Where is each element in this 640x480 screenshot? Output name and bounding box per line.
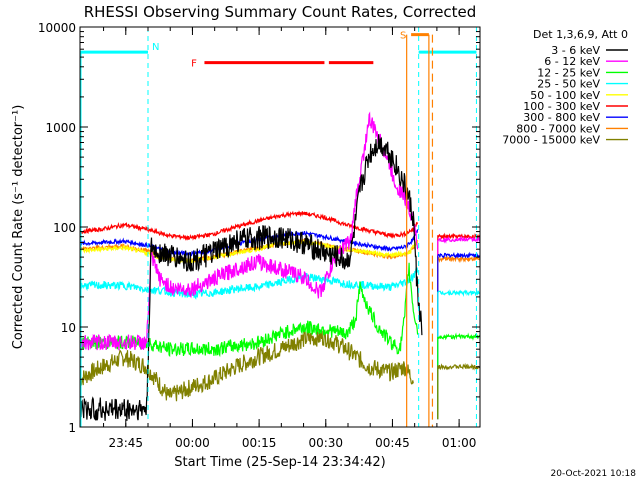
x-tick-label-2: 00:15 — [242, 436, 277, 450]
x-axis: 23:45 00:00 00:15 00:30 00:45 01:00 — [103, 27, 477, 450]
post-gap-line-800-7000-kev — [437, 255, 480, 420]
y-tick-label-0: 1 — [68, 421, 76, 435]
legend-label-2: 12 - 25 keV — [537, 66, 600, 79]
series-line-100-300-kev — [80, 210, 419, 241]
flare-label: F — [191, 59, 197, 70]
legend-label-8: 7000 - 15000 keV — [502, 134, 600, 147]
saa-label: S — [400, 31, 406, 42]
x-tick-label-3: 00:30 — [308, 436, 343, 450]
series-line-50-100-kev — [80, 238, 419, 264]
legend-label-0: 3 - 6 keV — [551, 44, 600, 57]
series-line-3-6-kev — [80, 134, 423, 421]
series-line-7000-15000-kev — [80, 328, 414, 402]
date-stamp: 20-Oct-2021 10:18 — [551, 469, 637, 479]
post-gap-line-12-25-kev — [437, 332, 480, 420]
series-line-6-12-kev — [80, 111, 419, 351]
legend-label-6: 300 - 800 keV — [523, 111, 600, 124]
night-label: N — [152, 42, 159, 53]
post-gap-line-6-12-kev — [437, 235, 480, 420]
legend-label-5: 100 - 300 keV — [523, 100, 600, 113]
x-axis-label: Start Time (25-Sep-14 23:34:42) — [174, 455, 385, 470]
post-gap-line-300-800-kev — [437, 251, 480, 420]
plot-area: N F S — [80, 27, 480, 427]
post-gap-line-7000-15000-kev — [437, 362, 480, 420]
plot-content — [80, 27, 480, 427]
x-tick-label-1: 00:00 — [175, 436, 210, 450]
x-tick-label-4: 00:45 — [375, 436, 410, 450]
y-axis-label: Corrected Count Rate (s⁻¹ detector⁻¹) — [11, 105, 26, 350]
x-tick-label-5: 01:00 — [442, 436, 477, 450]
y-axis: 1 10 100 1000 10000 — [38, 21, 480, 435]
y-tick-label-4: 10000 — [38, 21, 76, 35]
legend-label-4: 50 - 100 keV — [530, 89, 600, 102]
y-tick-label-1: 10 — [61, 321, 76, 335]
legend-label-3: 25 - 50 keV — [537, 78, 600, 91]
post-gap-line-25-50-kev — [437, 289, 480, 420]
y-tick-label-3: 1000 — [45, 121, 76, 135]
legend-label-1: 6 - 12 keV — [544, 55, 600, 68]
x-tick-label-0: 23:45 — [108, 436, 143, 450]
series-line-25-50-kev — [80, 267, 419, 300]
post-gap-line-100-300-kev — [437, 232, 480, 420]
legend-label-7: 800 - 7000 keV — [516, 122, 600, 135]
legend-title: Det 1,3,6,9, Att 0 — [533, 28, 628, 41]
chart-title: RHESSI Observing Summary Count Rates, Co… — [84, 3, 477, 21]
y-tick-label-2: 100 — [53, 221, 76, 235]
